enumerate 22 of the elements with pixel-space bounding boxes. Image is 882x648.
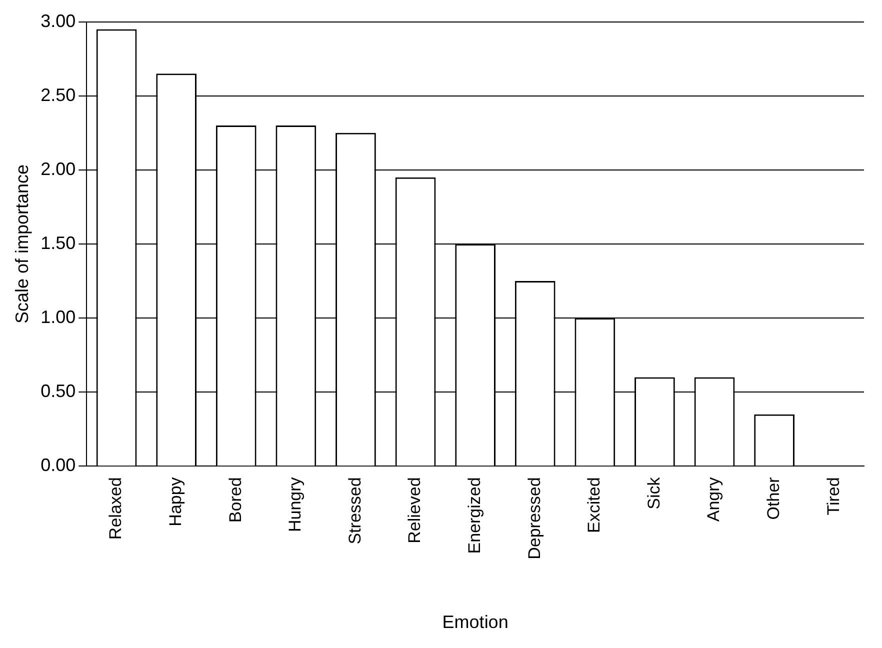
x-tick-label: Excited — [584, 477, 604, 533]
y-tick-label: 1.50 — [40, 232, 76, 253]
x-tick-label: Tired — [824, 477, 843, 516]
x-tick-label: Angry — [704, 476, 724, 522]
y-tick-label: 2.50 — [40, 84, 76, 105]
x-axis-title: Emotion — [442, 612, 508, 632]
y-tick-label: 0.50 — [40, 381, 76, 402]
x-tick-label: Other — [764, 476, 783, 520]
x-tick-label: Hungry — [286, 476, 305, 532]
x-tick-label: Stressed — [345, 477, 364, 544]
y-tick-label: 2.00 — [40, 158, 76, 179]
x-tick-label: Relaxed — [106, 477, 126, 540]
x-tick-label: Energized — [465, 477, 484, 554]
x-tick-label: Depressed — [524, 477, 544, 560]
x-tick-label: Relieved — [405, 477, 424, 544]
x-tick-label: Bored — [226, 477, 245, 523]
x-tick-label: Happy — [166, 476, 186, 526]
x-tick-label: Sick — [644, 476, 664, 510]
y-axis-title: Scale of importance — [12, 164, 32, 324]
y-tick-label: 0.00 — [40, 455, 76, 476]
y-tick-label: 1.00 — [40, 307, 76, 328]
y-tick-label: 3.00 — [40, 10, 76, 31]
